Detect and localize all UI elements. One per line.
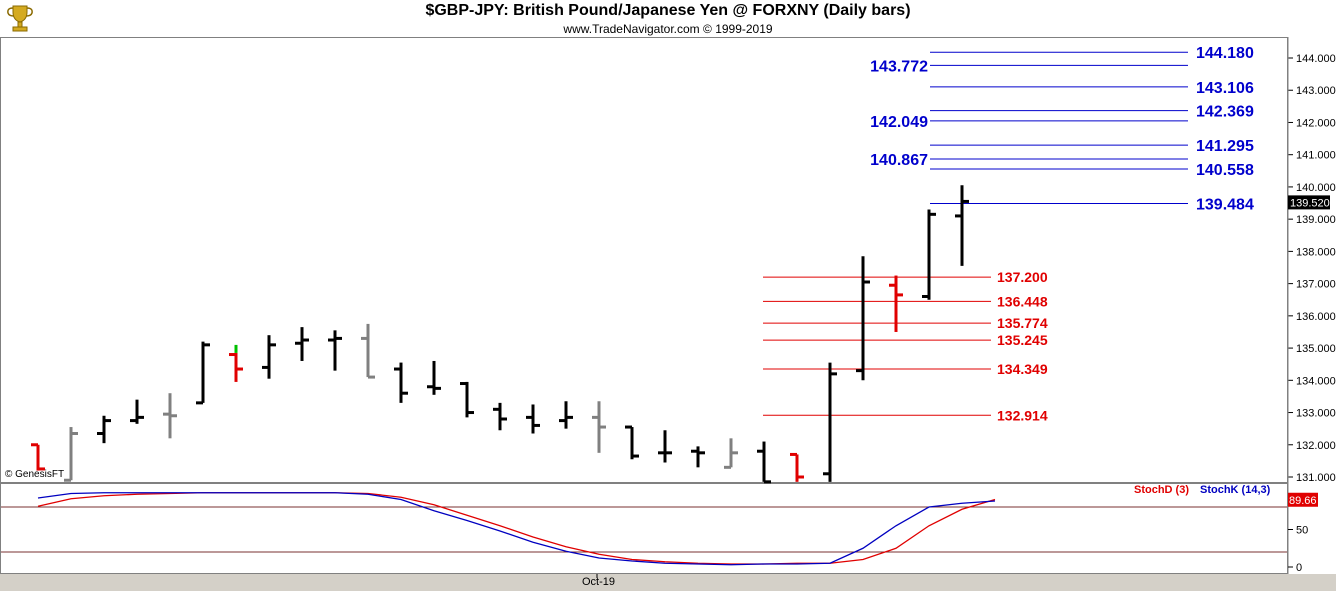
level-label-red: 135.774 bbox=[997, 315, 1048, 331]
level-label-blue: 143.772 bbox=[870, 58, 928, 75]
price-axis-tick-label: 132.000 bbox=[1296, 440, 1336, 452]
ohlc-bar bbox=[757, 441, 771, 484]
level-label-red: 136.448 bbox=[997, 293, 1048, 309]
ohlc-bar bbox=[31, 443, 45, 471]
ohlc-bar bbox=[691, 446, 705, 468]
price-axis-tick-label: 134.000 bbox=[1296, 375, 1336, 387]
price-axis-tick-label: 140.000 bbox=[1296, 182, 1336, 194]
price-axis bbox=[1288, 37, 1336, 574]
level-label-red: 132.914 bbox=[997, 407, 1048, 423]
price-panel bbox=[0, 37, 1288, 483]
ohlc-bar bbox=[394, 362, 408, 403]
ohlc-bar bbox=[427, 360, 441, 395]
ohlc-bar bbox=[790, 452, 804, 482]
price-axis-tick-label: 139.000 bbox=[1296, 214, 1336, 226]
price-axis-tick-label: 144.000 bbox=[1296, 53, 1336, 65]
price-axis-tick-label: 131.000 bbox=[1296, 472, 1336, 484]
ohlc-bar bbox=[823, 362, 837, 482]
ohlc-bar bbox=[163, 393, 177, 439]
price-axis-tick-label: 143.000 bbox=[1296, 85, 1336, 97]
ohlc-bar bbox=[559, 401, 573, 429]
trophy-logo-icon bbox=[7, 5, 33, 32]
ohlc-bar bbox=[130, 399, 144, 424]
time-axis bbox=[0, 574, 1336, 591]
level-label-blue: 142.049 bbox=[870, 114, 928, 131]
price-axis-tick-label: 138.000 bbox=[1296, 246, 1336, 258]
ohlc-bar bbox=[97, 415, 111, 444]
level-label-red: 135.245 bbox=[997, 332, 1048, 348]
chart-subtitle: www.TradeNavigator.com © 1999-2019 bbox=[563, 22, 773, 36]
ohlc-bar bbox=[295, 327, 309, 361]
price-axis-tick-label: 136.000 bbox=[1296, 311, 1336, 323]
price-axis-tick-label: 135.000 bbox=[1296, 343, 1336, 355]
level-label-blue: 143.106 bbox=[1196, 80, 1254, 97]
stoch-d-legend: StochD (3) bbox=[1134, 484, 1189, 496]
stochastic-panel bbox=[0, 483, 1288, 574]
price-axis-tick-label: 137.000 bbox=[1296, 279, 1336, 291]
ohlc-bar bbox=[856, 256, 870, 381]
level-label-blue: 140.867 bbox=[870, 152, 928, 169]
ohlc-bar bbox=[625, 425, 639, 460]
ohlc-bar bbox=[592, 401, 606, 453]
level-label-blue: 139.484 bbox=[1196, 197, 1254, 214]
ohlc-bar bbox=[889, 275, 903, 332]
last-price-label: 139.520 bbox=[1290, 197, 1330, 209]
level-label-red: 134.349 bbox=[997, 361, 1048, 377]
price-axis-tick-label: 142.000 bbox=[1296, 117, 1336, 129]
ohlc-bar bbox=[328, 330, 342, 371]
ohlc-bar bbox=[493, 402, 507, 431]
stoch-k-legend: StochK (14,3) bbox=[1200, 484, 1271, 496]
ohlc-bar bbox=[724, 438, 738, 469]
level-label-blue: 144.180 bbox=[1196, 45, 1254, 62]
price-axis-tick-label: 133.000 bbox=[1296, 408, 1336, 420]
level-label-blue: 141.295 bbox=[1196, 138, 1254, 155]
price-axis-tick-label: 141.000 bbox=[1296, 150, 1336, 162]
ohlc-bar bbox=[262, 335, 276, 379]
ohlc-bar bbox=[955, 185, 969, 266]
stoch-axis-tick-label: 0 bbox=[1296, 562, 1302, 574]
ohlc-bar bbox=[229, 344, 243, 382]
ohlc-bar bbox=[922, 209, 936, 300]
ohlc-bar bbox=[64, 427, 78, 482]
ohlc-bar bbox=[460, 381, 474, 418]
stoch-value-label: 89.66 bbox=[1289, 495, 1317, 507]
stoch-axis-tick-label: 50 bbox=[1296, 525, 1308, 537]
last-price-box bbox=[1288, 195, 1330, 210]
ohlc-bar bbox=[526, 404, 540, 434]
level-label-red: 137.200 bbox=[997, 269, 1048, 285]
level-label-blue: 140.558 bbox=[1196, 162, 1254, 179]
stoch-k-line bbox=[37, 492, 996, 566]
x-tick-label: Oct-19 bbox=[582, 576, 616, 588]
stoch-value-box bbox=[1288, 492, 1318, 507]
chart-title: $GBP-JPY: British Pound/Japanese Yen @ F… bbox=[425, 2, 911, 19]
ohlc-bar bbox=[658, 430, 672, 463]
level-label-blue: 142.369 bbox=[1196, 104, 1254, 121]
ohlc-bar bbox=[361, 323, 375, 379]
credit-text: © GenesisFT bbox=[5, 469, 65, 480]
ohlc-bar bbox=[196, 341, 210, 405]
